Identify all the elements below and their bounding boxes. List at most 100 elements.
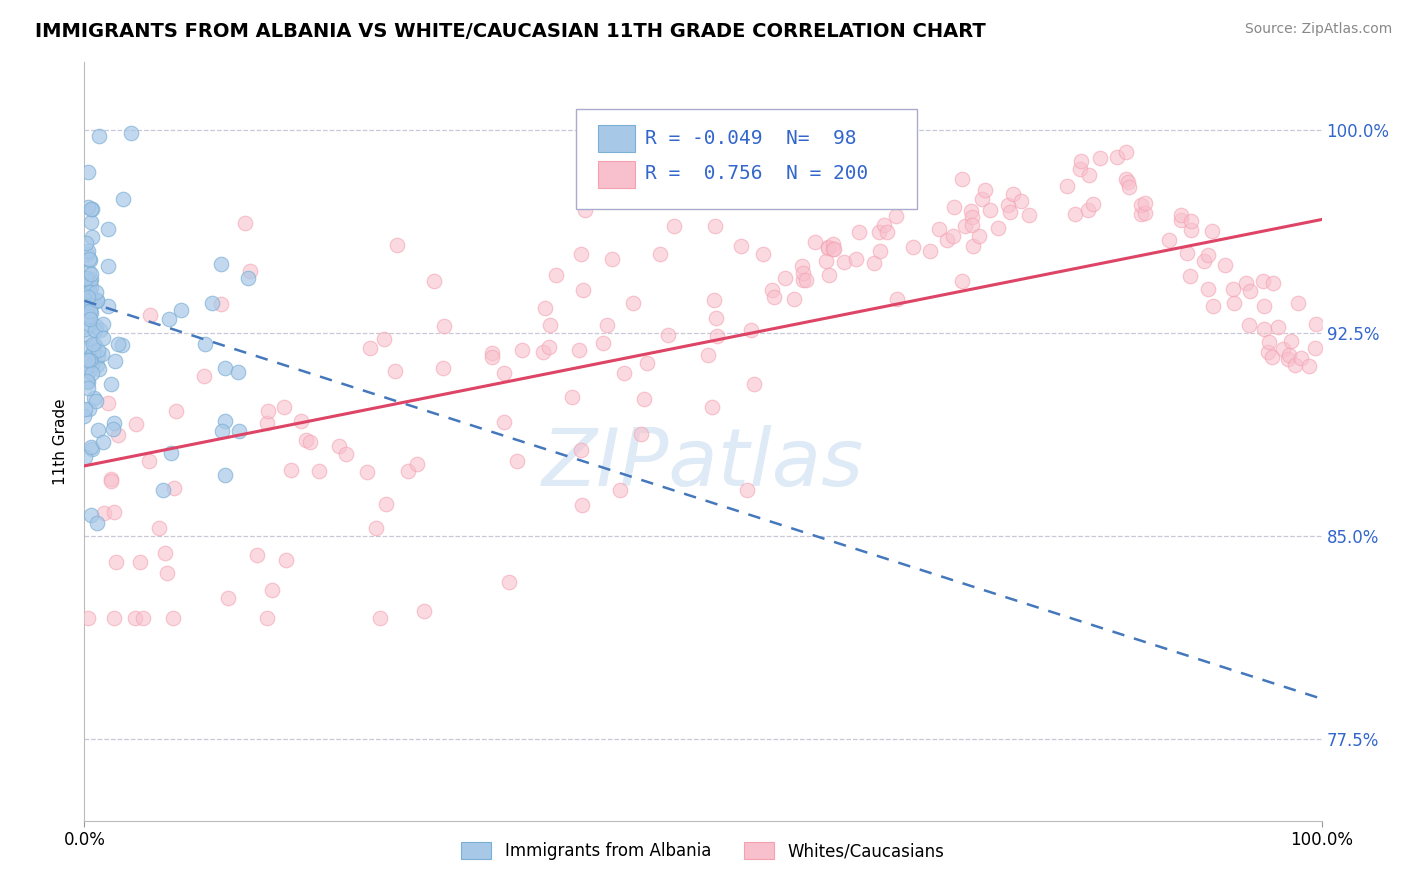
Point xyxy=(544,268,567,283)
Point xyxy=(193,369,215,384)
Point xyxy=(960,210,983,224)
Text: IMMIGRANTS FROM ALBANIA VS WHITE/CAUCASIAN 11TH GRADE CORRELATION CHART: IMMIGRANTS FROM ALBANIA VS WHITE/CAUCASI… xyxy=(35,22,986,41)
Point xyxy=(77,290,100,304)
Point xyxy=(76,374,98,388)
Point xyxy=(83,391,105,405)
Point xyxy=(79,252,101,267)
Point xyxy=(561,391,583,405)
Point xyxy=(239,264,262,278)
Point xyxy=(790,259,813,273)
Point xyxy=(125,417,148,432)
Point xyxy=(228,424,250,438)
Point xyxy=(79,285,101,299)
Point xyxy=(373,332,395,346)
Point xyxy=(696,348,718,362)
Point xyxy=(79,304,101,318)
Point xyxy=(86,358,108,372)
Point xyxy=(997,198,1019,212)
Point xyxy=(120,126,142,140)
Point xyxy=(82,357,104,371)
Point xyxy=(103,505,125,519)
Point xyxy=(574,202,596,217)
Point xyxy=(943,201,966,215)
Point xyxy=(82,292,104,306)
Point xyxy=(97,396,120,410)
Point xyxy=(1116,176,1139,190)
Point xyxy=(706,328,728,343)
Point xyxy=(1077,168,1099,182)
Text: ZIPatlas: ZIPatlas xyxy=(541,425,865,503)
Point xyxy=(79,508,101,522)
Point xyxy=(1201,224,1223,238)
Point xyxy=(886,292,908,306)
Text: R =  0.756  N = 200: R = 0.756 N = 200 xyxy=(645,164,868,184)
Point xyxy=(821,237,844,252)
Point xyxy=(1077,202,1099,217)
Point xyxy=(665,194,688,209)
Point xyxy=(165,403,187,417)
Point xyxy=(1180,269,1202,284)
Point xyxy=(1251,274,1274,288)
Point xyxy=(76,165,98,179)
Point xyxy=(703,219,725,233)
Point xyxy=(87,349,110,363)
Point xyxy=(91,317,114,331)
Point xyxy=(209,257,232,271)
Point xyxy=(928,222,950,236)
Point xyxy=(1263,277,1285,291)
Point xyxy=(86,293,108,307)
Legend: Immigrants from Albania, Whites/Caucasians: Immigrants from Albania, Whites/Caucasia… xyxy=(454,836,952,867)
Point xyxy=(498,574,520,589)
Point xyxy=(936,233,959,247)
Point xyxy=(79,331,101,345)
Point xyxy=(703,293,725,307)
Point xyxy=(821,242,844,256)
Point xyxy=(1213,258,1236,272)
Point xyxy=(100,473,122,487)
Point xyxy=(1298,359,1320,373)
Point xyxy=(107,427,129,442)
Point xyxy=(1010,194,1032,208)
Point xyxy=(77,200,100,214)
Point xyxy=(385,238,408,252)
Point xyxy=(162,610,184,624)
Point xyxy=(657,328,679,343)
Point xyxy=(569,442,592,457)
Point xyxy=(792,266,814,280)
Point xyxy=(100,474,122,488)
Point xyxy=(80,280,103,294)
Point xyxy=(84,285,107,299)
Point xyxy=(194,336,217,351)
Point xyxy=(538,318,561,332)
Point xyxy=(76,376,98,390)
Point xyxy=(823,243,845,257)
Point xyxy=(1197,248,1219,262)
Point xyxy=(730,238,752,252)
Point xyxy=(86,516,108,530)
Point xyxy=(77,401,100,416)
Point xyxy=(80,230,103,244)
Point xyxy=(356,465,378,479)
Point xyxy=(1234,277,1257,291)
Point xyxy=(763,290,786,304)
Point xyxy=(1284,358,1306,372)
Point xyxy=(73,322,96,336)
Point xyxy=(84,337,107,351)
Point xyxy=(568,343,591,358)
Point xyxy=(80,366,103,380)
Point xyxy=(1170,208,1192,222)
Point xyxy=(1289,351,1312,366)
Point xyxy=(75,271,97,285)
Point xyxy=(876,225,898,239)
Point xyxy=(884,209,907,223)
Point xyxy=(214,414,236,428)
Point xyxy=(1261,350,1284,364)
Point xyxy=(918,244,941,258)
Point xyxy=(1257,345,1279,359)
Point xyxy=(84,394,107,409)
Point xyxy=(226,365,249,379)
Point xyxy=(75,236,97,251)
Point xyxy=(89,128,111,143)
Point xyxy=(93,506,115,520)
Point xyxy=(1056,179,1078,194)
